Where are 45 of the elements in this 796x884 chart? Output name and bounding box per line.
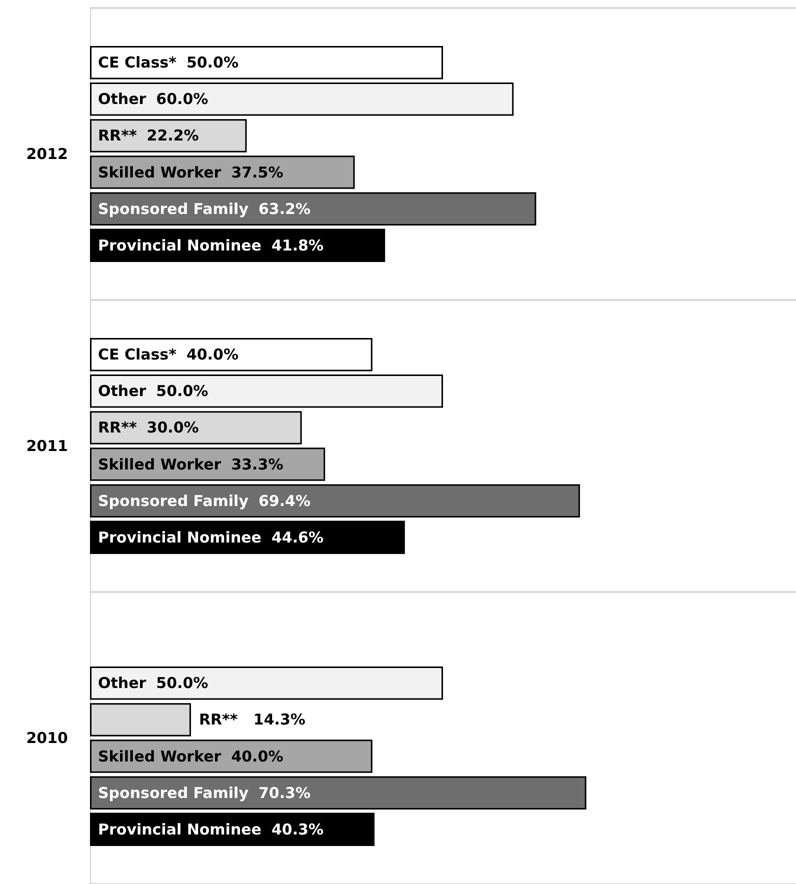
text: RR**: [98, 126, 137, 145]
series-label: RR**: [98, 418, 137, 437]
data-label: 40.0%: [186, 346, 238, 364]
text: Skilled Worker: [98, 747, 222, 766]
data-label: 40.0%: [231, 747, 284, 766]
text: CE Class*: [98, 346, 176, 364]
data-label: 33.3%: [231, 455, 284, 474]
data-label: 50.0%: [186, 54, 238, 72]
y-tick-label: 2011: [26, 437, 68, 455]
bar: [90, 776, 586, 810]
series-label: Skilled Worker: [98, 455, 222, 474]
bar: [90, 374, 443, 408]
data-label: 40.3%: [271, 820, 324, 838]
text: Provincial Nominee: [98, 236, 262, 254]
bar: [90, 82, 514, 116]
bar: [90, 666, 443, 700]
data-label: 37.5%: [231, 163, 284, 182]
data-label: 69.4%: [258, 492, 311, 510]
data-label: 50.0%: [156, 382, 208, 400]
data-label: 50.0%: [156, 674, 208, 692]
data-label: 44.6%: [271, 528, 324, 546]
text: Sponsored Family: [98, 492, 248, 510]
data-label: 60.0%: [156, 90, 208, 108]
bar: [90, 740, 372, 773]
series-label: CE Class*: [98, 54, 177, 72]
series-label: Other: [98, 90, 147, 108]
bar: [90, 192, 536, 226]
series-label: Provincial Nominee: [98, 528, 262, 546]
y-tick-label: 2010: [26, 729, 68, 747]
bar: [90, 46, 443, 80]
text: Other: [98, 382, 146, 400]
data-label: 30.0%: [146, 418, 199, 437]
data-label: 63.2%: [258, 200, 311, 218]
bar: [90, 338, 372, 372]
y-tick-label: 2012: [26, 145, 68, 163]
text: Sponsored Family: [98, 784, 248, 802]
text: Skilled Worker: [98, 163, 222, 182]
data-label: 41.8%: [271, 236, 324, 254]
text: Provincial Nominee: [98, 820, 262, 838]
bar: [90, 484, 580, 518]
data-label: 70.3%: [258, 784, 311, 802]
text: RR** 14.3%: [198, 710, 306, 729]
series-label: Sponsored Family: [98, 200, 249, 218]
data-label: 22.2%: [146, 126, 199, 145]
text: Other: [98, 674, 146, 692]
